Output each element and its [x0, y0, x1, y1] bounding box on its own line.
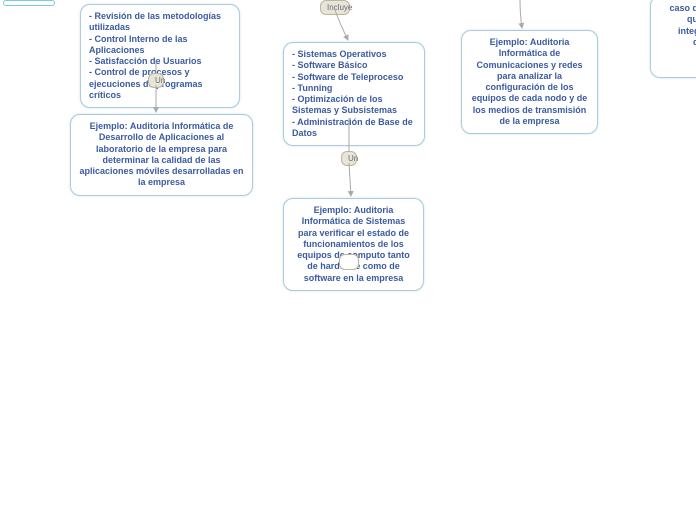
label-un-middle: Un [341, 151, 357, 166]
node-example-systems-text: Ejemplo: Auditoria Informática de Sistem… [297, 205, 410, 283]
node-example-comm: Ejemplo: Auditoria Informática de Comuni… [461, 30, 598, 134]
node-systems-list-text: - Sistemas Operativos- Software Básico- … [292, 49, 413, 138]
node-example-comm-text: Ejemplo: Auditoria Informática de Comuni… [472, 37, 588, 126]
node-example-systems: Ejemplo: Auditoria Informática de Sistem… [283, 198, 424, 291]
label-incluye: Incluye [320, 0, 350, 15]
top-tab [3, 0, 55, 6]
empty-small-box [339, 254, 359, 270]
node-far-right-text: caso de uque pintegridde cirde [669, 3, 696, 69]
node-methodologies: - Revisión de las metodologías utilizada… [80, 4, 240, 108]
node-systems-list: - Sistemas Operativos- Software Básico- … [283, 42, 425, 146]
node-example-dev: Ejemplo: Auditoria Informática de Desarr… [70, 114, 253, 196]
node-example-dev-text: Ejemplo: Auditoria Informática de Desarr… [79, 121, 243, 187]
node-far-right-partial: caso de uque pintegridde cirde [650, 0, 696, 78]
label-un-left: Un [148, 73, 164, 88]
